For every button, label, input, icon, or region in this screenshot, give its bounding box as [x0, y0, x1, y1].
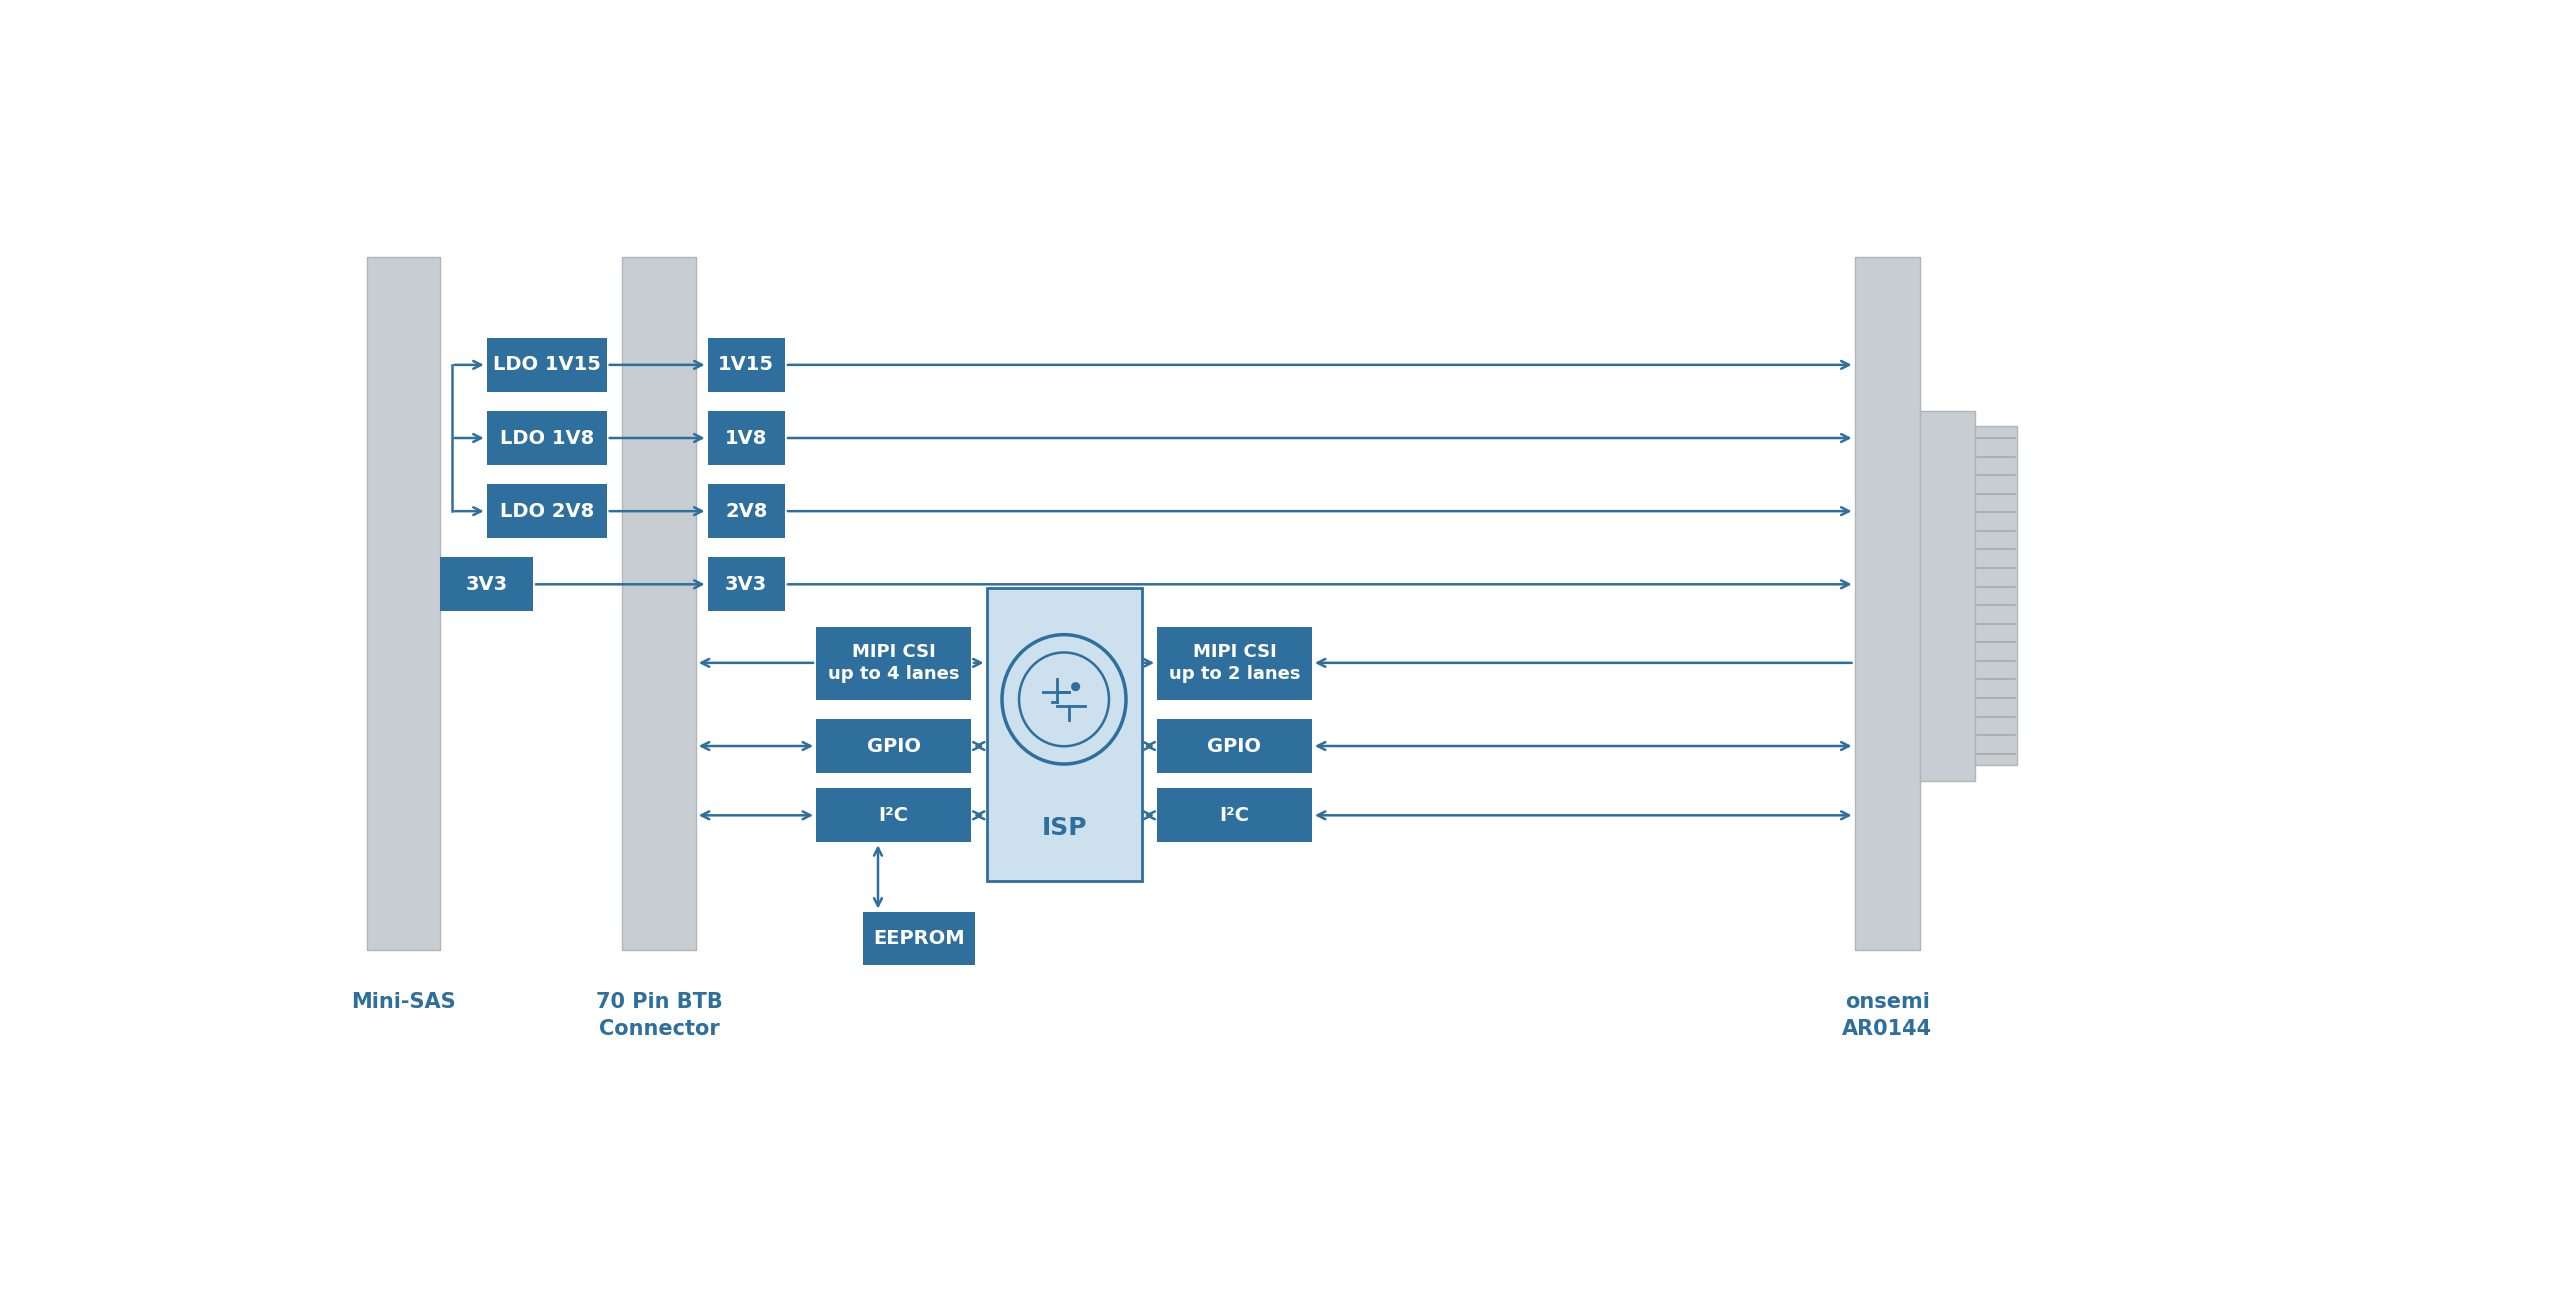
Bar	[707, 337, 786, 392]
Bar	[440, 557, 532, 611]
Text: 70 Pin BTB
Connector: 70 Pin BTB Connector	[596, 993, 722, 1039]
Ellipse shape	[1019, 653, 1108, 747]
Text: GPIO: GPIO	[1208, 736, 1262, 756]
Text: ISP: ISP	[1042, 816, 1088, 840]
Bar	[1157, 719, 1313, 773]
Bar	[622, 258, 696, 950]
Bar	[1157, 789, 1313, 842]
Bar	[486, 484, 607, 538]
Bar	[707, 484, 786, 538]
Bar	[1853, 258, 1920, 950]
Text: I²C: I²C	[1219, 806, 1249, 825]
Circle shape	[1073, 683, 1080, 691]
Bar	[366, 258, 440, 950]
Bar	[486, 411, 607, 464]
Text: 1V8: 1V8	[724, 429, 768, 447]
Text: 3V3: 3V3	[466, 574, 507, 594]
Text: Mini-SAS: Mini-SAS	[351, 993, 456, 1012]
Text: EEPROM: EEPROM	[873, 929, 965, 948]
Text: I²C: I²C	[878, 806, 909, 825]
Text: LDO 1V15: LDO 1V15	[492, 356, 602, 374]
Bar	[817, 789, 970, 842]
Text: 3V3: 3V3	[724, 574, 768, 594]
Bar	[1920, 411, 1974, 781]
Text: 1V15: 1V15	[719, 356, 773, 374]
Text: 2V8: 2V8	[724, 502, 768, 521]
Text: LDO 1V8: LDO 1V8	[499, 429, 594, 447]
Bar	[707, 411, 786, 464]
Bar	[863, 912, 975, 965]
Text: MIPI CSI
up to 2 lanes: MIPI CSI up to 2 lanes	[1170, 644, 1300, 683]
Text: onsemi
AR0144: onsemi AR0144	[1843, 993, 1933, 1039]
Bar	[817, 627, 970, 700]
Bar	[486, 337, 607, 392]
Bar	[707, 557, 786, 611]
Bar	[1157, 627, 1313, 700]
Ellipse shape	[1001, 634, 1126, 764]
Text: LDO 2V8: LDO 2V8	[499, 502, 594, 521]
Bar	[817, 719, 970, 773]
Text: GPIO: GPIO	[865, 736, 922, 756]
Bar	[1974, 426, 2017, 765]
Text: MIPI CSI
up to 4 lanes: MIPI CSI up to 4 lanes	[827, 644, 960, 683]
Bar	[986, 589, 1142, 880]
